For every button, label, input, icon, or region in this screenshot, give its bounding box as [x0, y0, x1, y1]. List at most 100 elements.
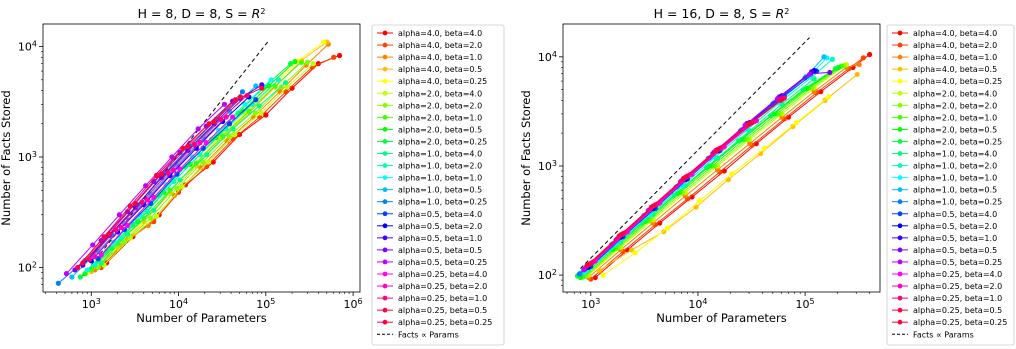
series-7 — [95, 59, 311, 271]
legend-label: alpha=0.25, beta=2.0 — [913, 282, 1002, 291]
legend-entry: alpha=0.25, beta=2.0 — [377, 282, 487, 291]
data-point — [282, 80, 289, 86]
legend-label: alpha=1.0, beta=4.0 — [913, 150, 997, 159]
series-25 — [584, 97, 784, 269]
legend-marker — [897, 54, 903, 60]
data-point — [203, 140, 209, 146]
legend-entry: alpha=0.25, beta=4.0 — [377, 270, 487, 279]
data-point — [806, 71, 813, 78]
data-point — [860, 55, 867, 61]
data-point — [63, 271, 70, 277]
legend-label: alpha=0.25, beta=1.0 — [398, 294, 487, 303]
legend-label: alpha=4.0, beta=0.25 — [398, 77, 487, 86]
data-point — [331, 54, 337, 60]
legend-label: alpha=0.25, beta=0.25 — [913, 318, 1007, 327]
data-point — [252, 110, 259, 116]
legend-entry: alpha=2.0, beta=0.25 — [377, 137, 487, 146]
legend-label: alpha=4.0, beta=0.5 — [398, 65, 482, 74]
legend-entry: alpha=2.0, beta=0.5 — [377, 125, 482, 134]
data-point — [171, 178, 177, 185]
chart-title: H = 16, D = 8, S = R2 — [654, 6, 790, 21]
legend-entry: alpha=4.0, beta=2.0 — [892, 41, 997, 50]
legend-label: alpha=4.0, beta=4.0 — [913, 29, 997, 38]
legend-entry: alpha=2.0, beta=1.0 — [892, 113, 997, 122]
legend-marker — [897, 283, 903, 289]
legend-entry: alpha=0.5, beta=2.0 — [377, 222, 482, 231]
legend-marker — [382, 66, 388, 72]
legend-entry: alpha=1.0, beta=0.5 — [377, 186, 482, 195]
series-line — [94, 79, 279, 266]
legend-marker — [897, 271, 903, 277]
data-point — [856, 61, 862, 68]
data-point — [287, 61, 294, 67]
legend-entry: alpha=0.5, beta=0.25 — [892, 258, 1002, 267]
legend-label: alpha=2.0, beta=1.0 — [398, 113, 482, 122]
legend-marker — [382, 223, 388, 229]
legend-marker — [382, 283, 388, 289]
legend-label: alpha=0.25, beta=2.0 — [398, 282, 487, 291]
data-point — [258, 110, 264, 116]
data-point — [693, 204, 699, 210]
data-point — [198, 165, 204, 171]
reference-line — [82, 39, 270, 277]
legend-label: alpha=4.0, beta=1.0 — [913, 53, 997, 62]
series-25 — [75, 85, 265, 271]
legend-marker — [382, 151, 388, 156]
legend-marker — [382, 139, 388, 144]
data-point — [118, 224, 124, 231]
data-point — [229, 114, 236, 120]
legend-label: alpha=0.5, beta=4.0 — [398, 210, 482, 219]
data-point — [230, 126, 236, 132]
legend-entry: alpha=4.0, beta=1.0 — [892, 53, 997, 62]
series-line — [100, 116, 233, 256]
data-point — [581, 267, 587, 273]
y-tick-label: 104 — [538, 49, 557, 64]
data-point — [124, 222, 131, 229]
legend-marker — [382, 175, 388, 181]
data-point — [811, 89, 817, 95]
data-point — [218, 116, 224, 122]
legend-marker — [382, 199, 388, 205]
data-point — [298, 59, 305, 65]
legend-label: alpha=0.25, beta=0.25 — [398, 318, 492, 327]
data-point — [195, 126, 201, 132]
legend-label: alpha=2.0, beta=2.0 — [913, 101, 997, 110]
data-point — [681, 175, 687, 181]
data-point — [226, 133, 232, 139]
data-point — [785, 114, 792, 120]
legend-label: alpha=1.0, beta=2.0 — [913, 162, 997, 171]
legend-marker — [382, 163, 388, 168]
legend-marker — [382, 271, 388, 277]
data-point — [55, 280, 61, 286]
legend-marker — [897, 199, 903, 205]
data-point — [132, 204, 138, 210]
series-line — [90, 96, 250, 262]
legend-marker — [382, 126, 388, 132]
plot-area — [574, 37, 873, 282]
legend-entry: alpha=1.0, beta=0.25 — [377, 198, 487, 207]
legend-label: alpha=0.25, beta=0.5 — [913, 306, 1002, 315]
data-point — [829, 56, 836, 62]
legend-marker — [382, 295, 388, 301]
series-1 — [104, 52, 343, 266]
axes-frame — [42, 23, 361, 293]
data-point — [116, 212, 122, 218]
legend-entry: alpha=4.0, beta=4.0 — [892, 29, 997, 38]
legend-entry: alpha=2.0, beta=0.5 — [892, 125, 997, 134]
legend-marker — [382, 54, 388, 60]
legend-marker — [382, 102, 388, 108]
data-point — [713, 147, 719, 153]
data-point — [596, 267, 602, 274]
legend-entry: alpha=0.25, beta=0.25 — [892, 318, 1007, 327]
legend-marker — [382, 307, 388, 313]
legend-marker — [382, 114, 388, 120]
legend-entry: alpha=0.5, beta=4.0 — [377, 210, 482, 219]
series-line — [590, 57, 864, 280]
legend-label: alpha=2.0, beta=0.5 — [398, 125, 482, 134]
series-line — [77, 87, 262, 268]
legend-label: alpha=0.5, beta=1.0 — [913, 234, 997, 243]
legend-label: alpha=1.0, beta=0.5 — [398, 186, 482, 195]
legend-marker — [897, 259, 903, 265]
data-point — [259, 85, 265, 91]
legend-marker — [897, 139, 903, 144]
